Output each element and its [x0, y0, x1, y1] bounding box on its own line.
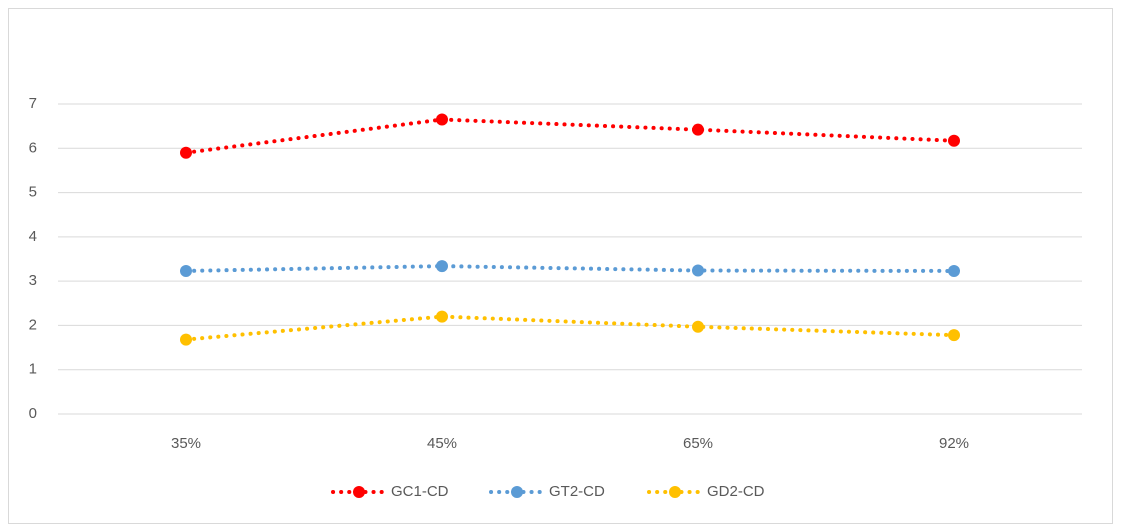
series-marker [948, 134, 960, 147]
series-line [184, 314, 956, 342]
legend-label: GD2-CD [707, 483, 765, 500]
legend-label: GC1-CD [391, 483, 449, 500]
y-tick-label: 7 [29, 95, 37, 112]
y-tick-label: 2 [29, 316, 37, 333]
series-marker [692, 123, 704, 136]
series-marker [948, 329, 960, 342]
series-marker [180, 333, 192, 346]
series-marker [948, 264, 960, 277]
legend-marker [353, 486, 365, 498]
y-tick-label: 4 [29, 228, 37, 245]
y-tick-label: 6 [29, 139, 37, 156]
series-marker [436, 113, 448, 126]
legend-marker [669, 486, 681, 498]
y-tick-label: 5 [29, 184, 37, 201]
x-tick-label: 65% [683, 435, 713, 452]
y-tick-label: 3 [29, 272, 37, 289]
series-marker [692, 320, 704, 333]
series-line [184, 117, 956, 155]
series-marker [436, 310, 448, 323]
series-marker [692, 264, 704, 277]
y-tick-label: 0 [29, 405, 37, 422]
series-marker [436, 260, 448, 273]
x-tick-label: 35% [171, 435, 201, 452]
y-tick-label: 1 [29, 361, 37, 378]
x-tick-label: 92% [939, 435, 969, 452]
series-marker [180, 146, 192, 159]
legend-marker [511, 486, 523, 498]
series-marker [180, 264, 192, 277]
x-tick-label: 45% [427, 435, 457, 452]
series-line [184, 264, 956, 273]
legend-label: GT2-CD [549, 483, 605, 500]
chart-border [8, 8, 1113, 524]
